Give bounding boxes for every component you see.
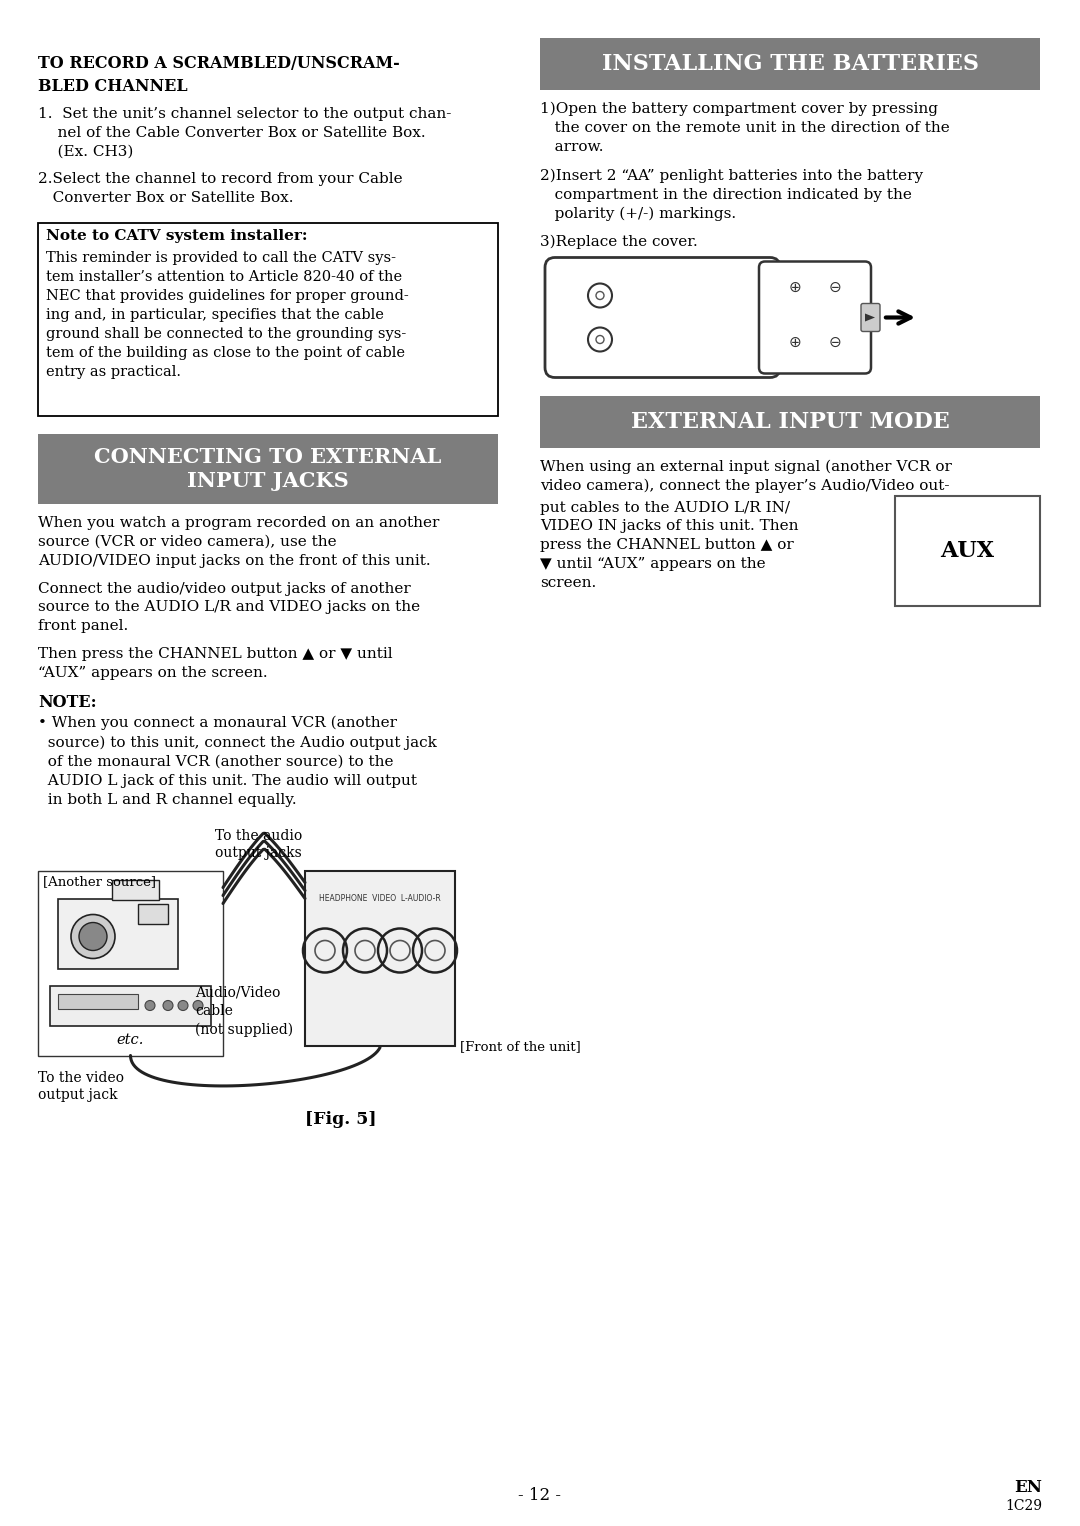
Text: put cables to the AUDIO L/R IN/
VIDEO IN jacks of this unit. Then
press the CHAN: put cables to the AUDIO L/R IN/ VIDEO IN… xyxy=(540,501,798,591)
Bar xyxy=(58,899,178,969)
Circle shape xyxy=(71,914,114,958)
Circle shape xyxy=(193,1001,203,1010)
Bar xyxy=(540,38,1040,90)
Bar xyxy=(50,986,211,1025)
Bar xyxy=(38,870,222,1056)
Text: To the video
output jack: To the video output jack xyxy=(38,1071,124,1102)
Bar xyxy=(540,395,1040,447)
Text: ⊕: ⊕ xyxy=(788,336,801,349)
Text: etc.: etc. xyxy=(117,1033,145,1047)
Bar xyxy=(58,993,138,1009)
Text: [Another source]: [Another source] xyxy=(43,876,156,888)
Text: CONNECTING TO EXTERNAL
INPUT JACKS: CONNECTING TO EXTERNAL INPUT JACKS xyxy=(94,447,442,491)
Polygon shape xyxy=(865,313,875,322)
Text: ⊖: ⊖ xyxy=(828,279,841,295)
Text: 3)Replace the cover.: 3)Replace the cover. xyxy=(540,235,698,249)
Circle shape xyxy=(178,1001,188,1010)
Circle shape xyxy=(145,1001,156,1010)
Text: • When you connect a monaural VCR (another
  source) to this unit, connect the A: • When you connect a monaural VCR (anoth… xyxy=(38,716,437,807)
Text: Then press the CHANNEL button ▲ or ▼ until
“AUX” appears on the screen.: Then press the CHANNEL button ▲ or ▼ unt… xyxy=(38,647,393,681)
Text: - 12 -: - 12 - xyxy=(518,1488,562,1505)
Text: 2)Insert 2 “AA” penlight batteries into the battery
   compartment in the direct: 2)Insert 2 “AA” penlight batteries into … xyxy=(540,168,923,221)
Text: 1C29: 1C29 xyxy=(1005,1499,1042,1512)
Text: To the audio
output jacks: To the audio output jacks xyxy=(215,829,302,859)
Text: Audio/Video
cable
(not supplied): Audio/Video cable (not supplied) xyxy=(195,986,293,1036)
FancyBboxPatch shape xyxy=(759,261,870,374)
Text: EXTERNAL INPUT MODE: EXTERNAL INPUT MODE xyxy=(631,410,949,432)
Text: 2.Select the channel to record from your Cable
   Converter Box or Satellite Box: 2.Select the channel to record from your… xyxy=(38,172,403,204)
Text: ⊕: ⊕ xyxy=(788,279,801,295)
Text: Connect the audio/video output jacks of another
source to the AUDIO L/R and VIDE: Connect the audio/video output jacks of … xyxy=(38,581,420,633)
FancyBboxPatch shape xyxy=(112,879,159,899)
FancyBboxPatch shape xyxy=(545,258,780,377)
Bar xyxy=(138,903,168,923)
Text: NOTE:: NOTE: xyxy=(38,694,96,711)
Text: [Front of the unit]: [Front of the unit] xyxy=(460,1041,581,1053)
Circle shape xyxy=(163,1001,173,1010)
Text: [Fig. 5]: [Fig. 5] xyxy=(305,1111,377,1128)
Text: AUX: AUX xyxy=(941,540,995,562)
Text: ⊖: ⊖ xyxy=(828,336,841,349)
Text: EN: EN xyxy=(1014,1480,1042,1497)
Bar xyxy=(895,496,1040,606)
Text: Note to CATV system installer:: Note to CATV system installer: xyxy=(46,229,308,243)
Circle shape xyxy=(79,923,107,951)
Text: 1)Open the battery compartment cover by pressing
   the cover on the remote unit: 1)Open the battery compartment cover by … xyxy=(540,102,949,154)
Text: INSTALLING THE BATTERIES: INSTALLING THE BATTERIES xyxy=(602,53,978,75)
Text: 1.  Set the unit’s channel selector to the output chan-
    nel of the Cable Con: 1. Set the unit’s channel selector to th… xyxy=(38,107,451,159)
Bar xyxy=(38,433,498,504)
Text: HEADPHONE  VIDEO  L-AUDIO-R: HEADPHONE VIDEO L-AUDIO-R xyxy=(319,894,441,903)
FancyBboxPatch shape xyxy=(861,304,880,331)
Text: When you watch a program recorded on an another
source (VCR or video camera), us: When you watch a program recorded on an … xyxy=(38,516,440,568)
Bar xyxy=(38,223,498,417)
Text: When using an external input signal (another VCR or
video camera), connect the p: When using an external input signal (ano… xyxy=(540,459,951,493)
Bar xyxy=(305,870,455,1045)
Text: TO RECORD A SCRAMBLED/UNSCRAM-
BLED CHANNEL: TO RECORD A SCRAMBLED/UNSCRAM- BLED CHAN… xyxy=(38,55,400,95)
Text: This reminder is provided to call the CATV sys-
tem installer’s attention to Art: This reminder is provided to call the CA… xyxy=(46,250,408,378)
